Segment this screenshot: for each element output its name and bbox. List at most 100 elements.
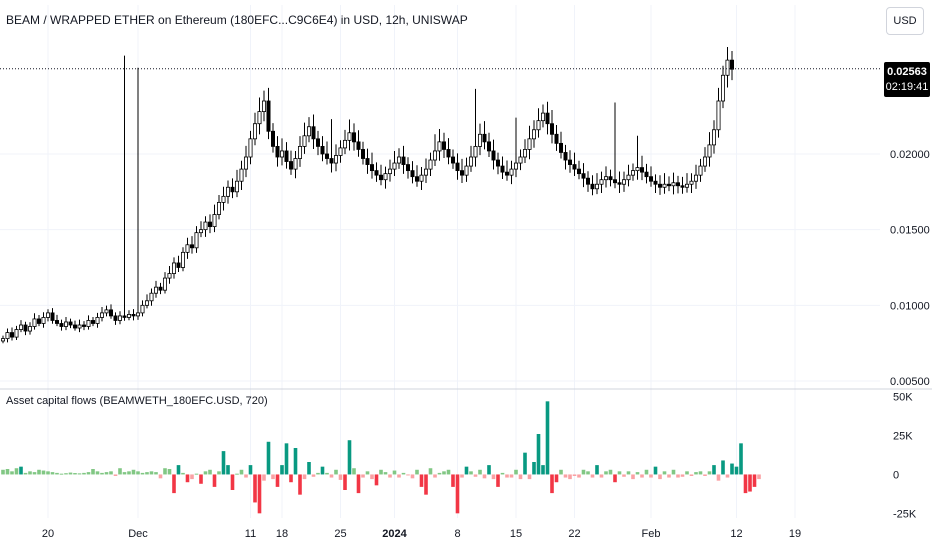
candle <box>459 158 464 184</box>
candle-body <box>414 176 419 182</box>
candle <box>532 120 537 148</box>
time-tick-label: 12 <box>730 528 742 540</box>
candle-body <box>586 177 591 185</box>
candle <box>171 257 176 279</box>
candle-body <box>27 326 32 332</box>
flow-bar <box>626 471 631 475</box>
candle <box>640 155 645 181</box>
candle <box>131 309 136 321</box>
candle-body <box>563 152 568 161</box>
candle <box>234 169 239 198</box>
candle <box>455 153 460 180</box>
flow-bar <box>100 472 104 475</box>
flow-bar <box>428 468 433 475</box>
time-axis[interactable]: 20 Dec 11 18 25 2024 8 15 22 Feb 12 19 <box>42 528 801 540</box>
candle <box>5 328 10 343</box>
candle <box>198 221 203 238</box>
candle <box>662 173 667 194</box>
candle-body <box>171 262 176 274</box>
candle-body <box>712 129 717 146</box>
candle <box>77 319 82 333</box>
candle-body <box>667 183 672 187</box>
flow-bar <box>149 471 154 475</box>
flow-bar <box>514 469 518 475</box>
candle-body <box>180 251 185 268</box>
flow-bar <box>703 474 707 476</box>
candle-body <box>437 141 442 152</box>
flow-bar <box>460 474 464 478</box>
flow-bar <box>316 472 320 475</box>
candle <box>153 280 158 298</box>
flow-bar <box>685 471 689 475</box>
candle <box>275 136 280 167</box>
flow-bar <box>464 466 469 475</box>
candle <box>329 119 334 173</box>
candle-body <box>653 180 658 185</box>
flow-bar <box>446 469 451 475</box>
flow-bar <box>302 474 307 480</box>
candle-body <box>68 321 73 326</box>
candle <box>374 162 379 182</box>
flow-bar <box>343 474 347 490</box>
flow-bar <box>82 472 86 475</box>
candle <box>59 319 64 331</box>
candle-body <box>590 183 595 190</box>
candle-body <box>622 179 627 185</box>
candle-body <box>167 273 172 279</box>
candle <box>554 124 559 151</box>
candle <box>572 152 577 177</box>
candle-body <box>509 168 514 176</box>
flow-bar <box>136 471 140 475</box>
candle <box>464 157 469 182</box>
candle-body <box>644 171 649 178</box>
flow-bar <box>568 474 572 480</box>
candle <box>378 164 383 186</box>
candle-body <box>446 149 451 158</box>
candle-body <box>383 173 388 181</box>
candle <box>441 132 446 159</box>
flow-bar <box>329 474 334 478</box>
flow-bar <box>37 469 41 475</box>
candle-body <box>532 129 537 140</box>
candle-body <box>626 174 631 181</box>
flow-bar <box>595 465 599 475</box>
candle <box>118 311 123 325</box>
flow-bar <box>680 474 685 477</box>
candle <box>82 321 87 331</box>
last-price-tag: 0.02563 02:19:41 <box>884 62 930 97</box>
candle-body <box>23 324 28 332</box>
flow-bar <box>262 474 266 481</box>
candle-body <box>77 324 82 329</box>
indicator-label: Asset capital flows (BEAMWETH_180EFC.USD… <box>6 395 268 407</box>
candle-body <box>523 149 528 158</box>
flow-bar <box>235 473 239 475</box>
flow-bar <box>689 474 694 476</box>
candle <box>649 166 654 187</box>
candle-body <box>252 123 257 140</box>
candle-body <box>14 329 19 338</box>
currency-button[interactable]: USD <box>886 7 924 35</box>
candle <box>167 266 172 284</box>
price-axis[interactable]: 0.02000 0.01500 0.01000 0.00500 <box>890 149 930 388</box>
candle <box>225 180 230 204</box>
candle-body <box>518 156 523 164</box>
flow-bar <box>419 474 424 487</box>
flow-bar <box>109 471 113 475</box>
flow-bar <box>442 471 446 475</box>
flow-bar <box>478 469 482 475</box>
candle <box>127 310 132 321</box>
candle <box>676 175 681 194</box>
candle <box>18 320 23 333</box>
flow-bar <box>581 469 586 475</box>
candle-body <box>302 135 307 147</box>
candle <box>396 148 401 169</box>
candle <box>721 65 726 109</box>
candle <box>315 130 320 156</box>
candle <box>194 226 199 253</box>
candle <box>635 135 640 180</box>
flow-bar <box>671 469 676 475</box>
candle-body <box>392 162 397 170</box>
candle <box>32 313 37 330</box>
indicator-axis[interactable]: 50K 25K 0 -25K <box>893 392 917 521</box>
